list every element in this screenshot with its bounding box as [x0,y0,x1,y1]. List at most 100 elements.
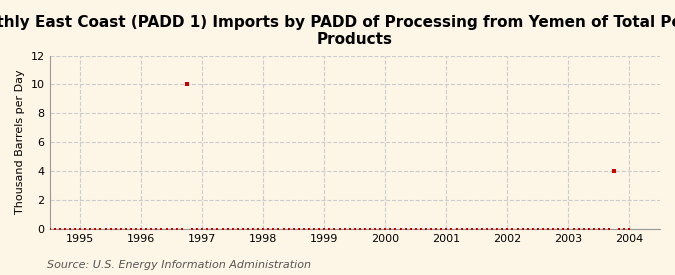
Point [156,226,167,231]
Point [370,226,381,231]
Point [334,226,345,231]
Point [517,226,528,231]
Point [110,226,121,231]
Point [182,82,192,87]
Point [288,226,299,231]
Point [248,226,259,231]
Point [319,226,329,231]
Point [456,226,467,231]
Point [614,226,624,231]
Point [49,226,60,231]
Point [380,226,391,231]
Point [314,226,325,231]
Point [284,226,294,231]
Point [426,226,437,231]
Point [400,226,411,231]
Point [603,226,614,231]
Point [171,226,182,231]
Point [85,226,96,231]
Point [344,226,355,231]
Point [563,226,574,231]
Point [405,226,416,231]
Point [385,226,396,231]
Point [375,226,385,231]
Point [466,226,477,231]
Point [202,226,213,231]
Point [115,226,126,231]
Point [80,226,90,231]
Point [492,226,503,231]
Point [273,226,284,231]
Point [151,226,162,231]
Point [59,226,70,231]
Point [238,226,248,231]
Point [599,226,610,231]
Point [24,226,34,231]
Point [558,226,569,231]
Point [527,226,538,231]
Point [578,226,589,231]
Point [553,226,564,231]
Point [548,226,559,231]
Point [136,226,146,231]
Point [624,226,635,231]
Point [390,226,401,231]
Point [252,226,263,231]
Point [75,226,86,231]
Point [100,226,111,231]
Point [324,226,335,231]
Title: Monthly East Coast (PADD 1) Imports by PADD of Processing from Yemen of Total Pe: Monthly East Coast (PADD 1) Imports by P… [0,15,675,47]
Point [609,169,620,173]
Point [227,226,238,231]
Point [294,226,304,231]
Point [364,226,375,231]
Point [451,226,462,231]
Point [176,226,187,231]
Point [166,226,177,231]
Point [593,226,604,231]
Point [497,226,508,231]
Point [461,226,472,231]
Point [573,226,584,231]
Point [471,226,482,231]
Point [90,226,101,231]
Point [350,226,360,231]
Point [507,226,518,231]
Point [340,226,350,231]
Point [258,226,269,231]
Point [39,226,50,231]
Point [512,226,523,231]
Point [161,226,172,231]
Point [522,226,533,231]
Point [242,226,253,231]
Point [70,226,80,231]
Point [487,226,497,231]
Point [217,226,228,231]
Point [29,226,40,231]
Point [207,226,218,231]
Point [395,226,406,231]
Point [410,226,421,231]
Point [146,226,157,231]
Point [34,226,45,231]
Point [95,226,106,231]
Point [568,226,579,231]
Point [421,226,431,231]
Point [44,226,55,231]
Y-axis label: Thousand Barrels per Day: Thousand Barrels per Day [15,70,25,214]
Point [298,226,309,231]
Point [212,226,223,231]
Point [446,226,457,231]
Point [54,226,65,231]
Point [105,226,116,231]
Point [416,226,427,231]
Point [304,226,315,231]
Point [65,226,76,231]
Point [502,226,513,231]
Point [482,226,493,231]
Text: Source: U.S. Energy Information Administration: Source: U.S. Energy Information Administ… [47,260,311,270]
Point [263,226,273,231]
Point [537,226,548,231]
Point [141,226,152,231]
Point [583,226,594,231]
